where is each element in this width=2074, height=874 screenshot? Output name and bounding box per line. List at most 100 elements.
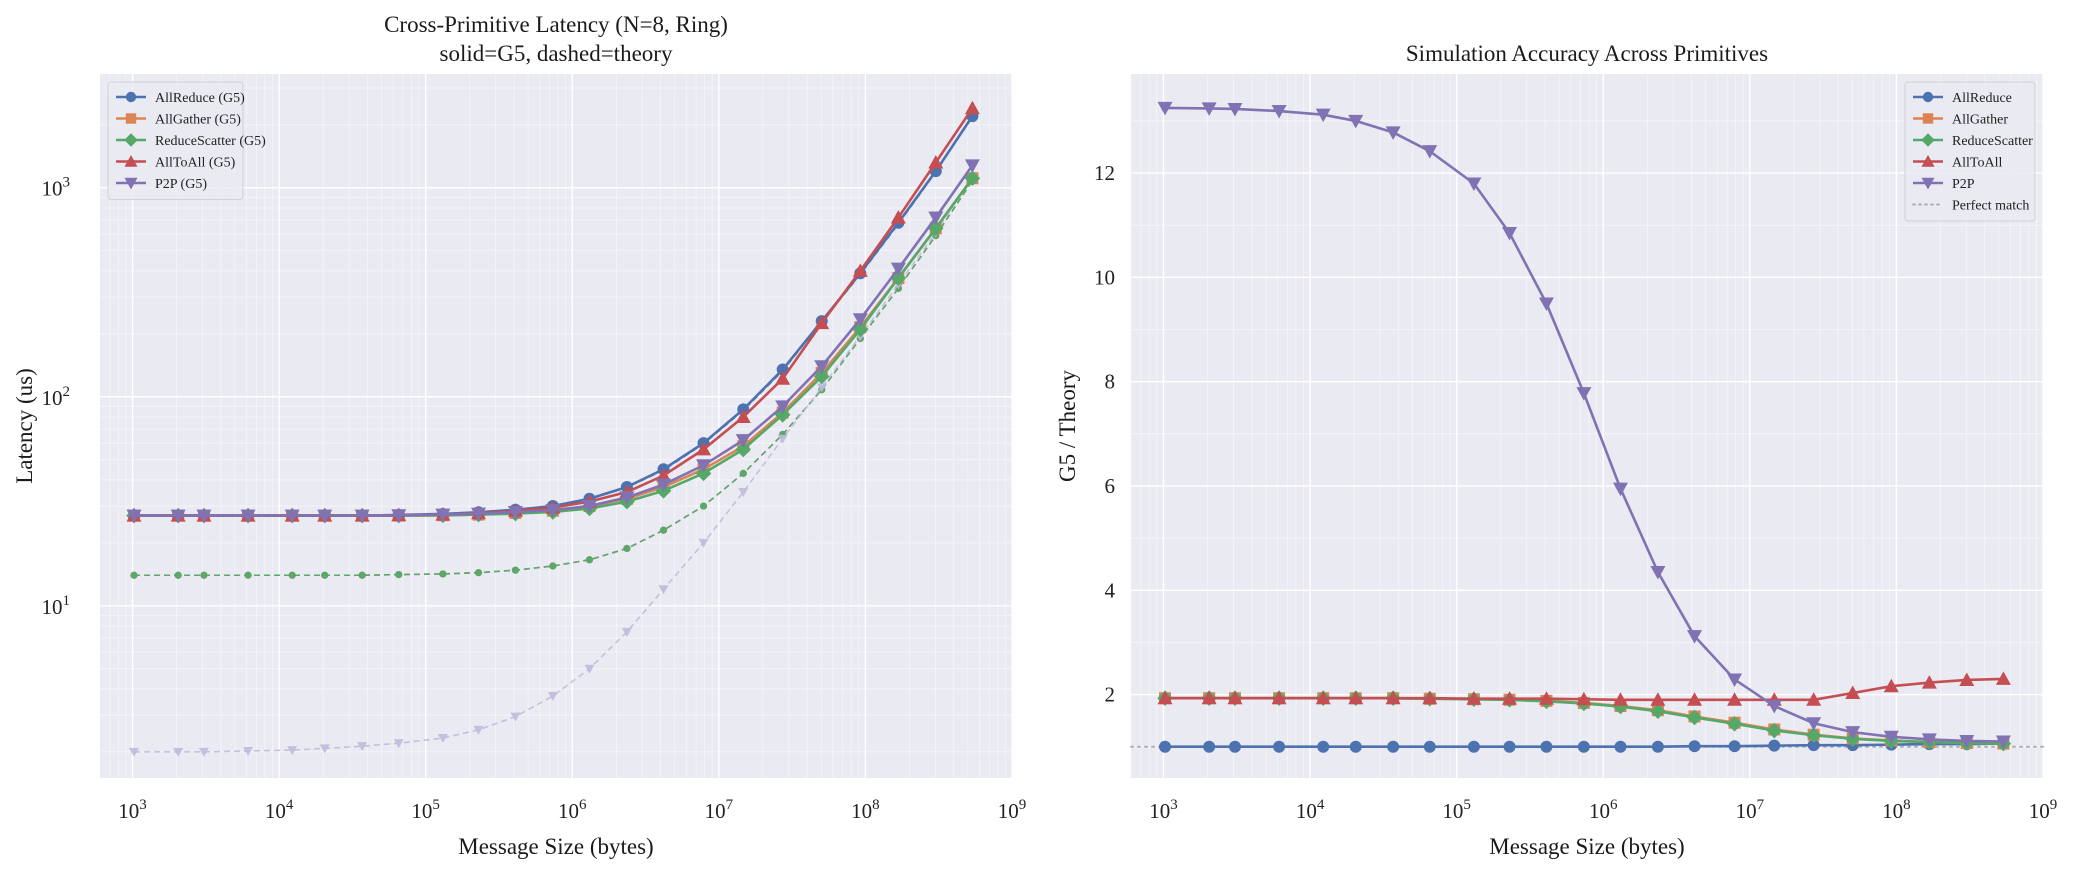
latency-series-reducescatter-theory-point: [549, 562, 557, 570]
accuracy-legend-entry: ReduceScatter: [1913, 133, 2033, 149]
latency-chart-title: Cross-Primitive Latency (N=8, Ring): [384, 12, 728, 37]
latency-series-reducescatter-g5-point: [964, 170, 981, 187]
latency-series-p2p-theory-point: [437, 734, 448, 744]
latency-series-reducescatter-g5-point: [813, 368, 830, 385]
latency-series-p2p-theory-point: [357, 742, 368, 752]
latency-y-tick-label: 103: [42, 175, 71, 201]
latency-legend-entry: P2P (G5): [116, 177, 207, 192]
latency-series-p2p-theory: [129, 172, 978, 757]
latency-series-p2p-g5-point: [775, 400, 791, 414]
accuracy-legend-marker: [1921, 155, 1935, 167]
latency-legend-marker: [124, 133, 138, 147]
accuracy-series-p2p-point: [1502, 227, 1518, 241]
latency-series-p2p-theory-point: [738, 488, 749, 498]
latency-series-p2p-g5-point: [656, 478, 672, 493]
accuracy-series-p2p-point: [1845, 726, 1861, 740]
latency-x-tick-label: 103: [118, 797, 147, 823]
accuracy-series-alltoall-point: [1538, 691, 1554, 705]
latency-legend-marker: [125, 113, 137, 124]
accuracy-series-p2p-point: [1201, 102, 1217, 116]
accuracy-series-allreduce-point: [1203, 740, 1216, 753]
accuracy-y-tick-label: 12: [1094, 161, 1115, 185]
latency-series-p2p-g5-point: [507, 505, 523, 520]
accuracy-series: [1130, 101, 2044, 753]
accuracy-series-alltoall-point: [1921, 675, 1937, 689]
accuracy-x-tick-label: 104: [1296, 797, 1325, 823]
accuracy-legend-label: AllReduce: [1952, 91, 2012, 106]
accuracy-legend-marker: [1922, 113, 1934, 124]
accuracy-series-p2p-point: [1576, 387, 1592, 401]
latency-y-axis-label: Latency (us): [12, 368, 37, 484]
accuracy-series-alltoall-point: [1845, 685, 1861, 699]
accuracy-series-allreduce-point: [1651, 740, 1664, 753]
latency-series-p2p-g5: [126, 159, 980, 524]
accuracy-series-p2p-point: [1883, 730, 1899, 745]
latency-legend: AllReduce (G5) AllGather (G5) ReduceScatte…: [107, 81, 266, 200]
latency-series-p2p-g5-point: [240, 509, 256, 524]
latency-series-p2p-g5-point: [196, 509, 212, 524]
accuracy-legend-marker: [1921, 177, 1935, 190]
latency-legend-entry: AllToAll (G5): [116, 155, 236, 171]
latency-series-alltoall-g5-point: [656, 468, 672, 482]
latency-legend-marker: [125, 91, 137, 103]
latency-chart-subtitle: solid=G5, dashed=theory: [440, 41, 673, 66]
latency-x-tick-label: 105: [411, 797, 440, 823]
latency-legend-entry: AllGather (G5): [116, 113, 241, 128]
accuracy-series-alltoall-point: [1612, 692, 1628, 706]
latency-series-p2p-g5-point: [890, 262, 906, 277]
accuracy-legend-box: [1904, 81, 2036, 222]
accuracy-series-p2p-point: [1727, 673, 1743, 687]
latency-series-p2p-theory-point: [584, 664, 595, 674]
latency-y-ticks: 101 102 103: [42, 175, 71, 619]
accuracy-chart-title: Simulation Accuracy Across Primitives: [1406, 41, 1768, 66]
latency-series-alltoall-g5-point: [775, 371, 791, 385]
accuracy-grid: [1131, 74, 2044, 778]
latency-series-p2p-theory-line: [134, 176, 974, 753]
latency-series-reducescatter-theory-point: [659, 526, 668, 534]
latency-x-tick-label: 108: [851, 797, 880, 823]
accuracy-series-alltoall-point: [1348, 690, 1364, 705]
accuracy-series-reducescatter-point: [1766, 722, 1783, 739]
accuracy-series-allreduce-point: [1577, 740, 1590, 753]
latency-series-p2p-g5-point: [735, 434, 751, 448]
accuracy-legend-entry: AllReduce: [1913, 91, 2012, 106]
latency-x-axis-label: Message Size (bytes): [458, 834, 653, 859]
latency-legend-label: AllReduce (G5): [155, 91, 245, 106]
latency-legend-entry: ReduceScatter (G5): [116, 133, 266, 149]
accuracy-series-alltoall-point: [1422, 690, 1438, 705]
accuracy-legend-label: P2P: [1952, 177, 1975, 192]
latency-chart: 103 104 105 106 107 108 109 101 102 103 Cross-Pr…: [12, 12, 1026, 859]
latency-series-p2p-g5-point: [435, 508, 451, 523]
accuracy-series-alltoall-point: [1201, 690, 1217, 705]
accuracy-series-allreduce-point: [1467, 740, 1480, 753]
latency-y-tick-label: 101: [42, 593, 71, 619]
accuracy-series-p2p-point: [1157, 101, 1173, 116]
latency-series-alltoall-g5-point: [696, 441, 712, 456]
latency-series-p2p-g5-point: [545, 504, 561, 518]
latency-plot-area: [100, 74, 1012, 778]
accuracy-series-p2p-point: [1921, 733, 1937, 747]
latency-x-tick-label: 109: [998, 797, 1027, 823]
latency-x-ticks: 103 104 105 106 107 108 109: [118, 797, 1026, 823]
latency-series-p2p-g5-point: [964, 159, 980, 173]
accuracy-series-alltoall: [1157, 671, 2011, 706]
accuracy-series-p2p-point: [1538, 297, 1554, 311]
accuracy-series-allreduce-point: [1614, 740, 1627, 753]
accuracy-x-axis-label: Message Size (bytes): [1489, 834, 1684, 859]
latency-legend-label: P2P (G5): [155, 177, 207, 192]
accuracy-series-p2p: [1157, 101, 2011, 749]
accuracy-series-p2p-point: [1227, 102, 1243, 117]
accuracy-y-ticks: 2 4 6 8 10 12: [1094, 161, 1116, 706]
accuracy-series-alltoall-point: [1650, 692, 1666, 706]
latency-series-p2p-theory-point: [510, 712, 521, 722]
accuracy-series-alltoall-point: [1385, 690, 1401, 705]
latency-legend-box: [107, 81, 244, 200]
accuracy-series-p2p-point: [1422, 145, 1438, 159]
accuracy-series-alltoall-point: [1806, 692, 1822, 706]
latency-series-reducescatter-g5-point: [735, 441, 752, 458]
latency-legend-marker: [124, 177, 138, 190]
accuracy-plot-area: [1131, 74, 2043, 778]
accuracy-series-allreduce-point: [1349, 740, 1362, 753]
latency-legend-label: ReduceScatter (G5): [155, 134, 266, 149]
